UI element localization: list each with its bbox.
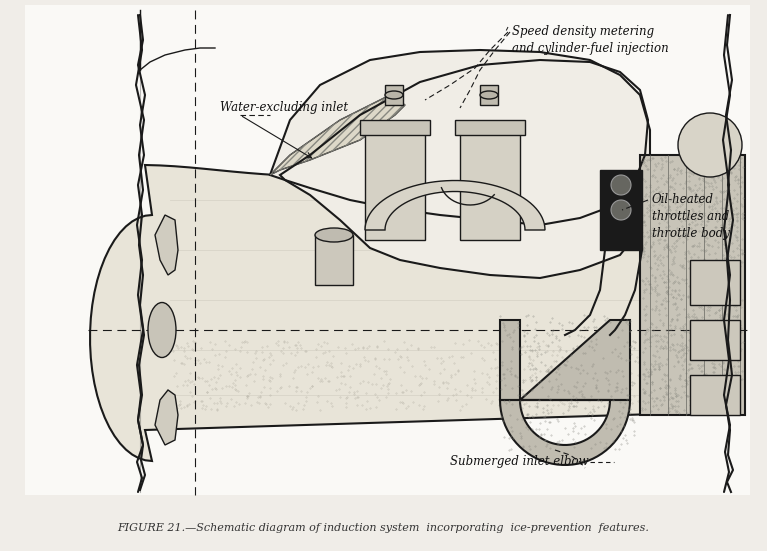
Circle shape <box>678 113 742 177</box>
Bar <box>690 260 740 305</box>
Bar <box>690 375 740 415</box>
Ellipse shape <box>385 91 403 99</box>
Ellipse shape <box>480 91 498 99</box>
Bar <box>315 235 353 285</box>
Polygon shape <box>155 390 178 445</box>
Polygon shape <box>500 320 630 465</box>
Bar <box>360 120 430 135</box>
Polygon shape <box>270 95 405 175</box>
Bar <box>600 170 642 250</box>
Polygon shape <box>90 165 720 461</box>
Ellipse shape <box>611 200 631 220</box>
Text: Oil-heated: Oil-heated <box>652 193 714 206</box>
Text: and cylinder-fuel injection: and cylinder-fuel injection <box>512 42 669 55</box>
Polygon shape <box>155 215 178 275</box>
Ellipse shape <box>315 228 353 242</box>
Polygon shape <box>270 50 650 278</box>
Text: throttles and: throttles and <box>652 210 729 223</box>
Text: Speed density metering: Speed density metering <box>512 25 654 38</box>
Polygon shape <box>365 181 545 230</box>
Bar <box>460 130 520 240</box>
Text: Water-excluding inlet: Water-excluding inlet <box>220 101 348 115</box>
Bar <box>25 5 750 495</box>
Bar <box>385 85 403 105</box>
Bar <box>480 85 498 105</box>
Bar <box>640 155 745 415</box>
Ellipse shape <box>611 175 631 195</box>
Ellipse shape <box>148 302 176 358</box>
Text: FIGURE 21.—Schematic diagram of induction system  incorporating  ice-prevention : FIGURE 21.—Schematic diagram of inductio… <box>117 523 649 533</box>
Bar <box>455 120 525 135</box>
Bar <box>690 320 740 360</box>
Text: Submerged inlet elbow: Submerged inlet elbow <box>450 456 588 468</box>
Text: throttle body: throttle body <box>652 227 730 240</box>
Bar <box>365 130 425 240</box>
